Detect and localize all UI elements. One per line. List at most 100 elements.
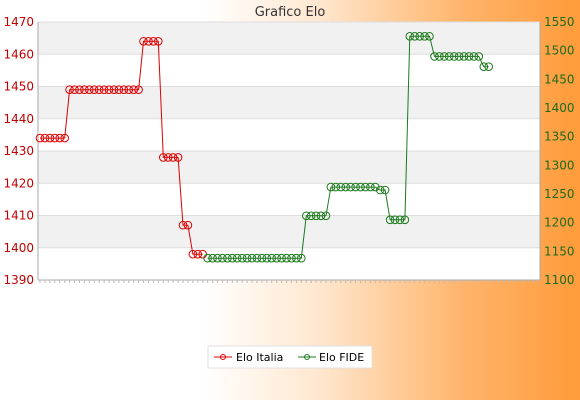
data-point-elo-fide bbox=[257, 253, 267, 263]
data-point-elo-fide bbox=[430, 52, 439, 61]
left-tick-label: 1420 bbox=[3, 176, 34, 190]
left-tick-label: 1450 bbox=[3, 80, 34, 94]
left-tick-label: 1460 bbox=[3, 47, 34, 61]
left-tick-label: 1430 bbox=[3, 144, 34, 158]
data-point-elo-italia bbox=[104, 85, 114, 94]
data-point-elo-italia bbox=[50, 133, 60, 143]
data-point-elo-fide bbox=[410, 32, 420, 41]
data-point-elo-fide bbox=[228, 253, 237, 263]
plot-background bbox=[38, 22, 540, 280]
data-point-elo-fide bbox=[321, 211, 331, 221]
x-axis bbox=[38, 279, 540, 283]
right-tick-label: 1100 bbox=[544, 273, 575, 287]
data-point-elo-italia bbox=[94, 85, 104, 94]
data-point-elo-fide bbox=[306, 211, 316, 221]
right-tick-label: 1550 bbox=[544, 15, 575, 29]
legend-box bbox=[207, 345, 373, 369]
data-point-elo-italia bbox=[193, 249, 203, 259]
data-point-elo-fide bbox=[440, 52, 449, 61]
data-point-elo-italia bbox=[70, 85, 79, 94]
data-point-elo-fide bbox=[292, 253, 301, 263]
data-point-elo-fide bbox=[385, 215, 395, 225]
data-point-elo-fide bbox=[371, 182, 380, 192]
data-point-elo-fide bbox=[469, 52, 479, 61]
data-point-elo-italia bbox=[188, 249, 198, 259]
data-point-elo-italia bbox=[35, 133, 45, 143]
data-point-elo-fide bbox=[252, 253, 262, 263]
left-tick-label: 1470 bbox=[3, 15, 34, 29]
data-point-elo-fide bbox=[218, 253, 227, 263]
legend-label-elo-italia: Elo Italia bbox=[236, 351, 283, 364]
data-point-elo-italia bbox=[154, 37, 163, 46]
data-point-elo-fide bbox=[302, 211, 311, 221]
data-point-elo-italia bbox=[55, 133, 65, 143]
data-point-elo-italia bbox=[159, 153, 168, 162]
data-point-elo-fide bbox=[449, 52, 459, 61]
data-point-elo-italia bbox=[45, 133, 55, 143]
data-point-elo-italia bbox=[85, 85, 94, 94]
right-tick-label: 1450 bbox=[544, 72, 575, 86]
data-point-elo-fide bbox=[444, 52, 454, 61]
data-point-elo-italia bbox=[129, 85, 138, 94]
legend-marker-elo-italia bbox=[220, 354, 226, 360]
data-point-elo-italia bbox=[124, 85, 134, 94]
data-point-elo-fide bbox=[336, 182, 346, 192]
data-point-elo-fide bbox=[351, 182, 360, 192]
data-point-elo-fide bbox=[247, 253, 257, 263]
plot-band bbox=[38, 183, 540, 216]
left-tick-label: 1390 bbox=[3, 273, 34, 287]
right-tick-label: 1200 bbox=[544, 216, 575, 230]
data-point-elo-fide bbox=[484, 62, 494, 71]
data-point-elo-fide bbox=[425, 32, 434, 41]
data-point-elo-fide bbox=[435, 52, 444, 61]
data-point-elo-fide bbox=[375, 185, 385, 195]
series-elo-italia bbox=[35, 37, 207, 259]
data-point-elo-fide bbox=[267, 253, 277, 263]
data-point-elo-fide bbox=[316, 211, 326, 221]
data-point-elo-italia bbox=[173, 153, 183, 162]
right-tick-label: 1300 bbox=[544, 158, 575, 172]
data-point-elo-italia bbox=[119, 85, 129, 94]
data-point-elo-fide bbox=[232, 253, 242, 263]
right-tick-label: 1250 bbox=[544, 187, 575, 201]
data-point-elo-italia bbox=[139, 37, 148, 46]
data-point-elo-fide bbox=[242, 253, 252, 263]
data-point-elo-fide bbox=[311, 211, 321, 221]
legend-item-elo-fide: Elo FIDE bbox=[298, 351, 364, 364]
data-point-elo-fide bbox=[237, 253, 247, 263]
data-point-elo-fide bbox=[341, 182, 351, 192]
data-point-elo-fide bbox=[223, 253, 232, 263]
right-tick-label: 1500 bbox=[544, 44, 575, 58]
legend-marker-elo-fide bbox=[304, 354, 310, 360]
plot-band bbox=[38, 247, 540, 280]
data-point-elo-italia bbox=[144, 37, 153, 46]
data-point-elo-fide bbox=[297, 253, 306, 263]
left-tick-label: 1440 bbox=[3, 112, 34, 126]
data-point-elo-italia bbox=[183, 220, 193, 230]
data-point-elo-italia bbox=[114, 85, 124, 94]
data-point-elo-fide bbox=[366, 182, 375, 192]
data-point-elo-fide bbox=[380, 185, 390, 195]
data-point-elo-fide bbox=[356, 182, 365, 192]
left-tick-label: 1400 bbox=[3, 241, 34, 255]
data-point-elo-fide bbox=[479, 62, 489, 71]
plot-band bbox=[38, 151, 540, 184]
data-point-elo-italia bbox=[168, 153, 178, 162]
data-point-elo-fide bbox=[287, 253, 296, 263]
right-tick-label: 1400 bbox=[544, 101, 575, 115]
data-point-elo-italia bbox=[109, 85, 119, 94]
data-point-elo-fide bbox=[213, 253, 222, 263]
data-point-elo-fide bbox=[454, 52, 464, 61]
data-point-elo-italia bbox=[80, 85, 89, 94]
data-point-elo-fide bbox=[262, 253, 272, 263]
data-point-elo-fide bbox=[331, 182, 341, 192]
data-point-elo-fide bbox=[346, 182, 355, 192]
data-point-elo-fide bbox=[326, 182, 336, 192]
right-tick-label: 1350 bbox=[544, 130, 575, 144]
data-point-elo-fide bbox=[400, 215, 410, 225]
data-point-elo-italia bbox=[75, 85, 84, 94]
data-point-elo-fide bbox=[464, 52, 474, 61]
data-point-elo-fide bbox=[420, 32, 429, 41]
data-point-elo-italia bbox=[134, 85, 143, 94]
